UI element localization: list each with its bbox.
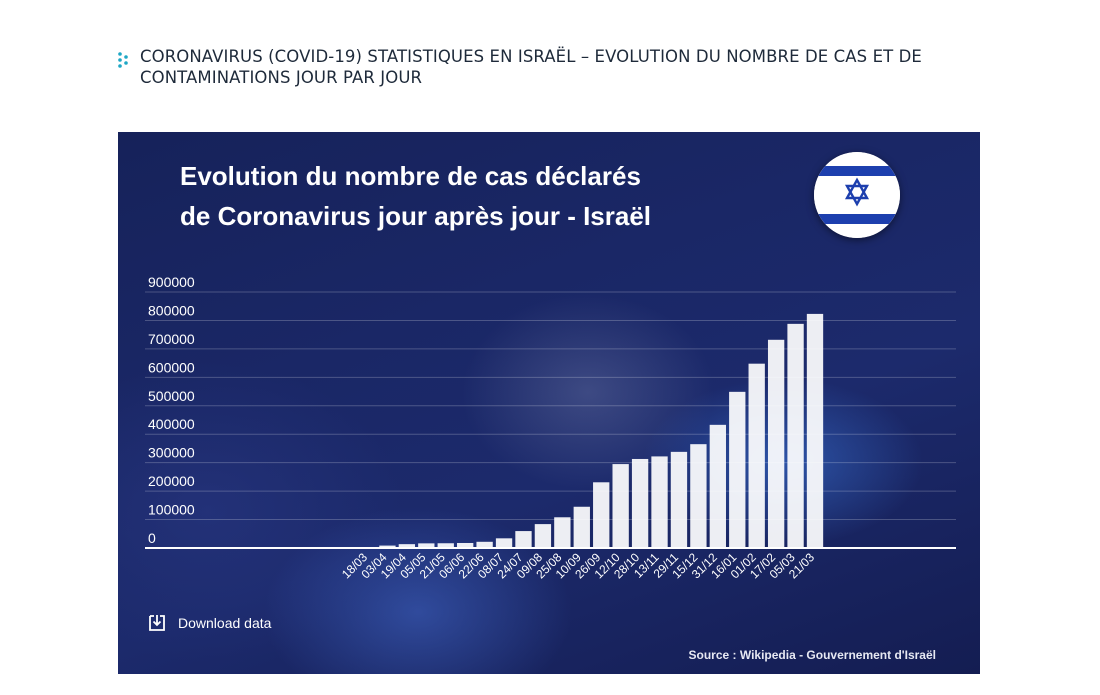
bar	[767, 339, 785, 548]
bar	[729, 391, 746, 548]
y-tick-label: 200000	[148, 473, 195, 489]
y-tick-label: 400000	[148, 416, 195, 432]
y-tick-label: 300000	[148, 445, 195, 461]
bar	[631, 458, 649, 548]
bar	[495, 538, 513, 548]
bar	[515, 531, 532, 548]
bar	[787, 323, 804, 548]
bar	[398, 544, 416, 548]
bar	[379, 545, 396, 548]
chart-title-line-1: Evolution du nombre de cas déclarés	[180, 161, 641, 191]
chart-title-line-2: de Coronavirus jour après jour - Israël	[180, 201, 652, 231]
bar	[554, 517, 571, 548]
section-heading: CORONAVIRUS (COVID-19) STATISTIQUES EN I…	[117, 46, 987, 88]
bar	[612, 464, 629, 548]
israel-flag-icon	[814, 152, 900, 238]
bar	[534, 524, 552, 548]
download-data-button[interactable]: Download data	[148, 614, 271, 632]
bar	[690, 444, 707, 548]
chart-source: Source : Wikipedia - Gouvernement d'Isra…	[688, 648, 936, 662]
y-tick-label: 800000	[148, 302, 195, 318]
download-data-label: Download data	[178, 615, 272, 631]
chart-card: Evolution du nombre de cas déclarés de C…	[118, 132, 980, 674]
bar	[437, 543, 454, 548]
bar	[709, 424, 726, 548]
bar	[651, 456, 668, 548]
bar	[748, 363, 765, 548]
page-title: CORONAVIRUS (COVID-19) STATISTIQUES EN I…	[140, 47, 922, 87]
bar	[573, 506, 590, 548]
chart-title: Evolution du nombre de cas déclarés de C…	[180, 156, 740, 236]
bar	[457, 542, 474, 548]
bar	[476, 541, 493, 548]
download-icon	[149, 615, 165, 631]
bar	[593, 482, 610, 548]
y-tick-label: 900000	[148, 274, 195, 290]
y-tick-label: 100000	[148, 502, 195, 518]
bar	[670, 451, 688, 548]
y-tick-label: 0	[148, 530, 156, 546]
bar-chart: 0 100000 200000 300000 400000 500000 600000 700…	[145, 274, 956, 581]
dots-grip-icon	[118, 52, 128, 68]
y-tick-label: 700000	[148, 331, 195, 347]
y-tick-label: 600000	[148, 359, 195, 375]
bar	[418, 543, 435, 548]
bar	[806, 313, 824, 548]
y-tick-label: 500000	[148, 388, 195, 404]
